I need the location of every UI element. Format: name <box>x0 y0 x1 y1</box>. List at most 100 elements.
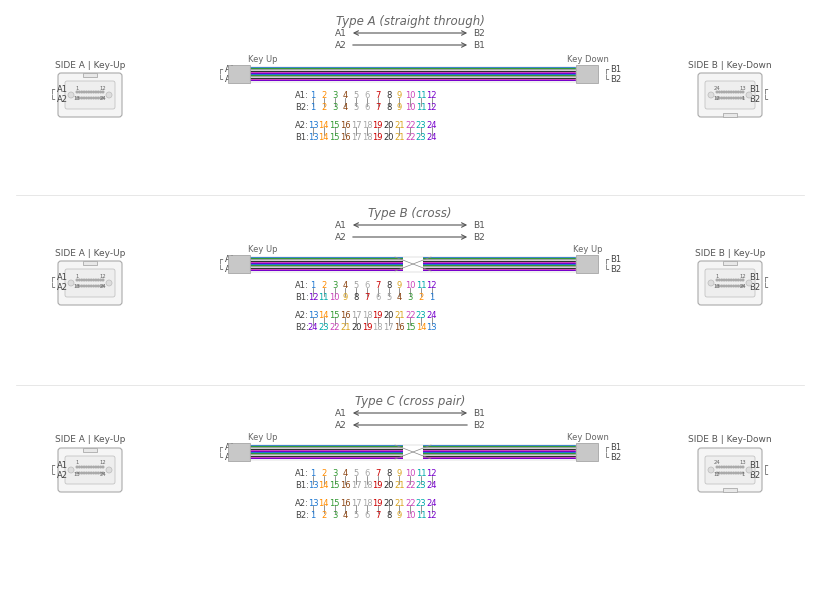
Circle shape <box>100 472 102 474</box>
Bar <box>250 67 575 82</box>
Circle shape <box>79 472 80 474</box>
Circle shape <box>100 91 102 93</box>
Bar <box>250 451 402 452</box>
Bar <box>423 446 575 447</box>
Text: 21: 21 <box>394 133 404 142</box>
Circle shape <box>736 279 738 281</box>
Text: 5: 5 <box>353 103 359 113</box>
Text: 17: 17 <box>351 499 361 508</box>
Bar <box>423 260 575 261</box>
Text: 12: 12 <box>713 472 720 476</box>
Text: 3: 3 <box>332 91 337 100</box>
Text: Key Up: Key Up <box>572 245 602 253</box>
Circle shape <box>739 91 740 93</box>
Circle shape <box>106 92 112 98</box>
Bar <box>250 455 402 456</box>
Text: SIDE B | Key-Down: SIDE B | Key-Down <box>687 436 771 445</box>
Circle shape <box>725 472 726 474</box>
Circle shape <box>734 472 735 474</box>
Text: 15: 15 <box>405 323 415 331</box>
Bar <box>250 455 402 456</box>
Text: B1:: B1: <box>295 481 309 491</box>
Text: 21: 21 <box>394 499 404 508</box>
Bar <box>250 448 402 449</box>
Text: 3: 3 <box>332 511 337 520</box>
Text: A2: A2 <box>335 421 346 430</box>
Circle shape <box>727 279 729 281</box>
Text: A2: A2 <box>224 76 236 85</box>
Circle shape <box>717 279 719 281</box>
Text: A1: A1 <box>224 254 236 263</box>
Text: 10: 10 <box>405 91 415 100</box>
Text: 18: 18 <box>361 311 372 319</box>
Text: 12: 12 <box>426 469 437 479</box>
Circle shape <box>732 285 734 287</box>
Circle shape <box>715 279 717 281</box>
Bar <box>250 449 402 450</box>
FancyBboxPatch shape <box>65 81 115 109</box>
Bar <box>423 257 575 259</box>
Circle shape <box>722 466 724 468</box>
Circle shape <box>725 91 726 93</box>
Circle shape <box>741 466 743 468</box>
Text: 13: 13 <box>74 284 80 289</box>
FancyBboxPatch shape <box>704 269 754 297</box>
Bar <box>423 259 575 260</box>
Bar <box>250 452 402 454</box>
Text: 17: 17 <box>351 133 361 142</box>
Bar <box>250 74 575 75</box>
Bar <box>250 261 402 262</box>
Circle shape <box>734 279 735 281</box>
Circle shape <box>734 285 735 287</box>
Text: 22: 22 <box>405 311 415 319</box>
Text: 22: 22 <box>405 499 415 508</box>
Text: Type A (straight through): Type A (straight through) <box>335 15 484 28</box>
Text: 13: 13 <box>426 323 437 331</box>
FancyBboxPatch shape <box>65 269 115 297</box>
Bar <box>423 454 575 455</box>
Text: 24: 24 <box>713 461 720 466</box>
Circle shape <box>81 472 83 474</box>
Bar <box>575 443 597 461</box>
Bar <box>250 71 575 73</box>
Text: B2: B2 <box>473 421 484 430</box>
Text: 1: 1 <box>310 469 315 479</box>
Text: 5: 5 <box>353 469 359 479</box>
Text: A2: A2 <box>57 283 68 292</box>
FancyBboxPatch shape <box>722 488 736 492</box>
Text: 16: 16 <box>340 133 351 142</box>
Text: 6: 6 <box>374 293 380 302</box>
Circle shape <box>95 285 97 287</box>
Text: A2:: A2: <box>295 121 309 130</box>
Text: 8: 8 <box>353 293 359 302</box>
Text: 8: 8 <box>386 511 391 520</box>
Text: 19: 19 <box>372 499 382 508</box>
Bar <box>250 454 402 455</box>
Text: 10: 10 <box>405 469 415 479</box>
Bar <box>250 76 575 77</box>
Bar <box>250 67 575 68</box>
Circle shape <box>720 466 722 468</box>
Text: 10: 10 <box>405 103 415 113</box>
Circle shape <box>730 97 731 99</box>
Text: A1:: A1: <box>295 91 309 100</box>
Text: 13: 13 <box>74 97 80 101</box>
Circle shape <box>717 472 719 474</box>
Text: 1: 1 <box>740 472 744 476</box>
FancyBboxPatch shape <box>722 113 736 117</box>
Circle shape <box>97 91 99 93</box>
Text: B1:: B1: <box>295 293 309 302</box>
Circle shape <box>97 97 99 99</box>
Text: 24: 24 <box>426 311 437 319</box>
Text: 12: 12 <box>426 103 437 113</box>
Text: 19: 19 <box>372 133 382 142</box>
Text: 11: 11 <box>415 103 426 113</box>
Text: Type C (cross pair): Type C (cross pair) <box>355 395 464 408</box>
Text: 5: 5 <box>353 511 359 520</box>
Text: 12: 12 <box>739 274 745 278</box>
Text: B1: B1 <box>473 40 484 49</box>
Circle shape <box>88 91 89 93</box>
Circle shape <box>741 472 743 474</box>
Text: 5: 5 <box>353 281 359 290</box>
Circle shape <box>85 279 87 281</box>
